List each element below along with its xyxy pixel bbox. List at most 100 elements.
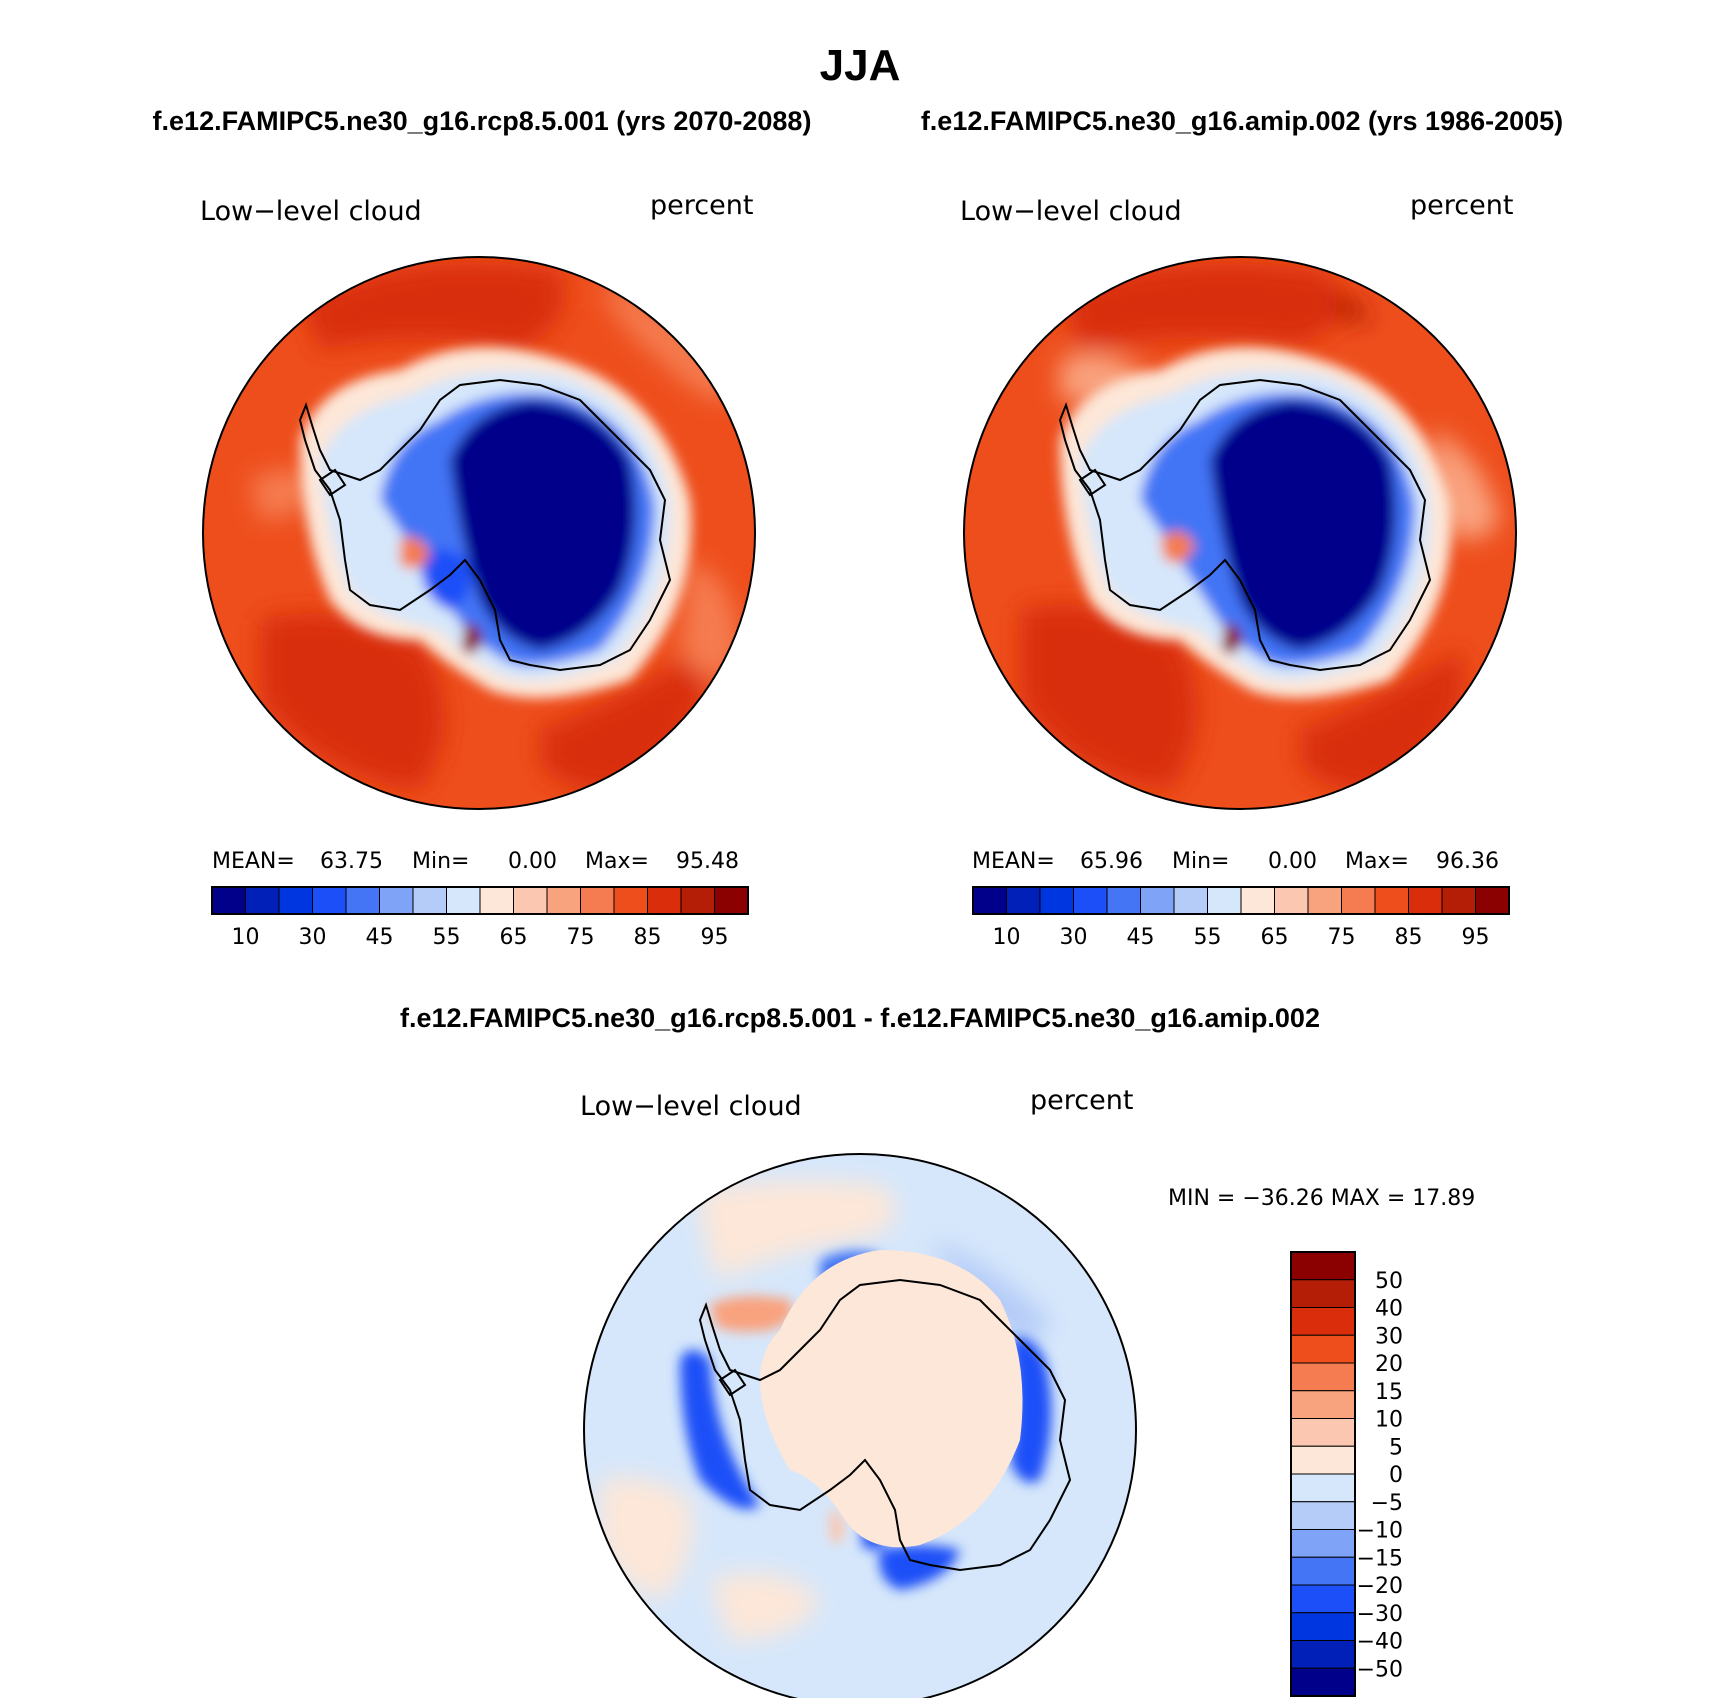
diff-colorbar-tick-label: 50 xyxy=(1375,1269,1403,1294)
panel-rcp85-max-value: 95.48 xyxy=(676,849,739,874)
panel-diff-variable: Low−level cloud xyxy=(580,1091,802,1122)
diff-colorbar-swatch xyxy=(1290,1390,1356,1419)
panel-rcp85-max-label: Max= xyxy=(585,849,649,874)
rcp85-colorbar-swatch xyxy=(513,886,548,915)
rcp85-colorbar-tick-label: 45 xyxy=(366,925,394,950)
diff-colorbar-swatch xyxy=(1290,1334,1356,1364)
amip-colorbar-tick-label: 45 xyxy=(1127,925,1155,950)
panel-amip-colorbar: 10 30 45 55 65 75 85 95 xyxy=(972,886,1510,950)
rcp85-colorbar-swatch xyxy=(245,886,280,915)
diff-colorbar-swatch xyxy=(1290,1667,1356,1697)
diff-colorbar-tick-label: 0 xyxy=(1389,1463,1403,1488)
diff-colorbar-swatch xyxy=(1290,1556,1356,1586)
season-title: JJA xyxy=(820,41,901,90)
panel-rcp85-min-label: Min= xyxy=(412,849,469,874)
amip-colorbar-swatch xyxy=(1240,886,1275,915)
case-b-title: f.e12.FAMIPC5.ne30_g16.amip.002 (yrs 198… xyxy=(921,106,1563,136)
panel-amip-mean-label: MEAN= xyxy=(972,849,1055,874)
panel-amip: Low−level cloud percent xyxy=(960,190,1517,950)
rcp85-colorbar-swatch xyxy=(312,886,347,915)
amip-colorbar-swatch xyxy=(1073,886,1108,915)
rcp85-colorbar-tick-label: 30 xyxy=(299,925,327,950)
diff-colorbar-tick-label: −40 xyxy=(1357,1630,1403,1655)
diff-colorbar-swatch xyxy=(1290,1473,1356,1503)
rcp85-colorbar-swatch xyxy=(680,886,715,915)
rcp85-colorbar-tick-label: 75 xyxy=(567,925,595,950)
panel-rcp85-min-value: 0.00 xyxy=(508,849,557,874)
diff-colorbar-tick-label: −30 xyxy=(1357,1602,1403,1627)
panel-rcp85-colorbar: 10 30 45 55 65 75 85 95 xyxy=(211,886,749,950)
amip-colorbar-tick-label: 65 xyxy=(1261,925,1289,950)
amip-colorbar-swatch xyxy=(1140,886,1175,915)
rcp85-colorbar-tick-label: 85 xyxy=(634,925,662,950)
rcp85-colorbar-swatch xyxy=(345,886,380,915)
panel-amip-stats: MEAN= 65.96 Min= 0.00 Max= 96.36 xyxy=(972,849,1499,874)
rcp85-colorbar-swatch xyxy=(278,886,313,915)
amip-colorbar-swatch xyxy=(1475,886,1510,915)
diff-colorbar-swatch xyxy=(1290,1362,1356,1392)
amip-colorbar-swatch xyxy=(972,886,1007,915)
rcp85-colorbar-swatch xyxy=(479,886,514,915)
amip-colorbar-swatch xyxy=(1274,886,1309,915)
diff-colorbar-swatch xyxy=(1290,1279,1356,1308)
panel-amip-units: percent xyxy=(1410,190,1513,221)
diff-colorbar-swatch xyxy=(1290,1307,1356,1336)
amip-colorbar-swatch xyxy=(1307,886,1342,915)
diff-colorbar-swatch xyxy=(1290,1501,1356,1530)
diff-colorbar-tick-label: 10 xyxy=(1375,1408,1403,1433)
rcp85-colorbar-swatch xyxy=(714,886,749,915)
diff-colorbar-tick-label: 15 xyxy=(1375,1380,1403,1405)
rcp85-colorbar-swatch xyxy=(613,886,648,915)
diff-colorbar-swatch xyxy=(1290,1418,1356,1447)
diff-colorbar-tick-label: 40 xyxy=(1375,1297,1403,1322)
amip-colorbar-tick-label: 30 xyxy=(1060,925,1088,950)
amip-colorbar-swatch xyxy=(1006,886,1041,915)
difference-title: f.e12.FAMIPC5.ne30_g16.rcp8.5.001 - f.e1… xyxy=(400,1003,1320,1033)
panel-rcp85-mean-label: MEAN= xyxy=(212,849,295,874)
rcp85-colorbar-swatch xyxy=(412,886,447,915)
panel-amip-min-label: Min= xyxy=(1172,849,1229,874)
amip-colorbar-tick-label: 10 xyxy=(993,925,1021,950)
diff-colorbar-tick-label: −5 xyxy=(1371,1491,1403,1516)
panel-amip-min-value: 0.00 xyxy=(1268,849,1317,874)
panel-amip-max-label: Max= xyxy=(1345,849,1409,874)
amip-colorbar-tick-label: 75 xyxy=(1328,925,1356,950)
panel-rcp85-mean-value: 63.75 xyxy=(320,849,383,874)
amip-colorbar-swatch xyxy=(1039,886,1074,915)
amip-colorbar-tick-label: 95 xyxy=(1462,925,1490,950)
diff-colorbar-tick-label: −15 xyxy=(1357,1546,1403,1571)
diff-colorbar-swatch xyxy=(1290,1640,1356,1669)
amip-colorbar-swatch xyxy=(1207,886,1242,915)
panel-rcp85-units: percent xyxy=(650,190,753,221)
diff-colorbar-tick-label: −20 xyxy=(1357,1574,1403,1599)
rcp85-colorbar-tick-label: 10 xyxy=(232,925,260,950)
diff-colorbar-swatch xyxy=(1290,1612,1356,1641)
diff-colorbar-tick-label: 30 xyxy=(1375,1324,1403,1349)
panel-diff-map xyxy=(584,1154,1136,1698)
amip-colorbar-tick-label: 55 xyxy=(1194,925,1222,950)
rcp85-colorbar-tick-label: 55 xyxy=(433,925,461,950)
panel-rcp85-map xyxy=(203,257,755,809)
amip-colorbar-swatch xyxy=(1341,886,1376,915)
diff-colorbar-tick-label: 20 xyxy=(1375,1352,1403,1377)
amip-colorbar-swatch xyxy=(1374,886,1409,915)
rcp85-colorbar-swatch xyxy=(446,886,481,915)
panel-rcp85-variable: Low−level cloud xyxy=(200,196,422,227)
amip-colorbar-swatch xyxy=(1173,886,1208,915)
panel-diff-units: percent xyxy=(1030,1085,1133,1116)
panel-diff-stats: MIN = −36.26 MAX = 17.89 xyxy=(1168,1186,1475,1211)
amip-colorbar-tick-label: 85 xyxy=(1395,925,1423,950)
diff-colorbar-tick-label: −50 xyxy=(1357,1657,1403,1682)
diff-colorbar-swatch xyxy=(1290,1529,1356,1558)
panel-amip-map xyxy=(964,257,1516,809)
rcp85-colorbar-swatch xyxy=(647,886,682,915)
diff-colorbar-swatch xyxy=(1290,1445,1356,1475)
amip-colorbar-swatch xyxy=(1441,886,1476,915)
amip-colorbar-swatch xyxy=(1408,886,1443,915)
rcp85-colorbar-tick-label: 95 xyxy=(701,925,729,950)
panel-amip-mean-value: 65.96 xyxy=(1080,849,1143,874)
panel-amip-variable: Low−level cloud xyxy=(960,196,1182,227)
rcp85-colorbar-tick-label: 65 xyxy=(500,925,528,950)
